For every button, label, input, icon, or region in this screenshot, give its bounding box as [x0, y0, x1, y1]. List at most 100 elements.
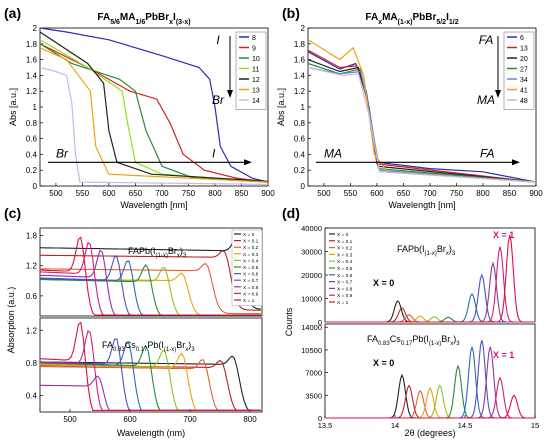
annotation-vertical-arrowhead: [227, 90, 233, 98]
series-line-34: [307, 66, 537, 183]
subplot-label-part: Br: [176, 340, 185, 350]
y-tick-label: 1.4: [26, 71, 38, 80]
peak-line: [325, 246, 535, 323]
subplot-label-part: 3: [191, 347, 195, 353]
title-part: PbBr: [412, 12, 436, 23]
x-tick-label: 550: [76, 189, 90, 198]
panel-label-c: (c): [4, 205, 21, 221]
subplot-label-part: FA: [102, 340, 113, 350]
title-part: PbBr: [145, 12, 169, 23]
subplot-label-part: Cs: [125, 340, 136, 350]
annotation-top: FA: [479, 33, 493, 47]
subplot-label-part: FAPb(I: [397, 244, 425, 254]
subplot-label-part: x: [185, 347, 188, 353]
x-tick-label: 500: [49, 189, 63, 198]
subplot-label: FAPb(I(1-x)Brx)3: [397, 244, 456, 257]
x-tick-label: 700: [155, 189, 169, 198]
x-tick-label: 13.5: [318, 421, 333, 430]
title-part: x: [169, 19, 173, 26]
legend-label: X = 0.8: [337, 286, 353, 292]
legend-box: [235, 31, 267, 110]
x-tick-label: 650: [397, 189, 411, 198]
subplot-label-part: Pb(I: [412, 334, 429, 344]
legend-label-13: 13: [252, 88, 260, 95]
subplot-label-part: 0.17: [136, 347, 148, 353]
series-line-27: [307, 62, 537, 183]
legend-label-13: 13: [520, 46, 528, 53]
chart-title: FA5/6MA1/6PbBrxI(3-x): [97, 12, 190, 26]
subplot-label-part: (1-x): [425, 251, 437, 257]
series-line: [39, 267, 261, 316]
legend-label: X = 1: [337, 300, 349, 306]
y-tick-label: 1: [301, 103, 306, 112]
legend-label-9: 9: [252, 46, 256, 53]
y-tick-label: 20000: [301, 271, 322, 280]
x-axis-title: 2θ (degrees): [404, 428, 455, 438]
legend-box: [503, 31, 535, 110]
y-tick-label: 2: [301, 24, 306, 33]
subplot-label-part: 3: [183, 253, 187, 259]
x-tick-label: 650: [129, 189, 143, 198]
legend-label-8: 8: [252, 35, 256, 42]
x-tick-label: 850: [503, 189, 517, 198]
series-line-11: [39, 39, 269, 183]
y-tick-label: 1.8: [26, 232, 38, 241]
x-tick-label: 700: [183, 415, 197, 424]
legend-label: X = 0.7: [337, 280, 353, 286]
series-line: [40, 350, 261, 411]
title-part: FA: [97, 12, 110, 23]
series-line-12: [39, 31, 269, 182]
chart-title: FAxMA(1-x)PbBr5/2I1/2: [365, 12, 458, 26]
legend-label: X = 0.8: [243, 285, 259, 291]
y-tick-label: 0.6: [26, 292, 38, 301]
x-tick-label: 750: [182, 189, 196, 198]
annotation-x1: X = 1: [493, 230, 514, 240]
subplot-label-part: ): [180, 246, 183, 256]
y-tick-label: 0.4: [26, 392, 38, 401]
y-axis-title: Abs [a.u.]: [8, 88, 18, 126]
y-tick-label: 0: [318, 318, 322, 327]
series-line: [39, 263, 261, 316]
y-tick-label: 30000: [301, 248, 322, 257]
legend-label-6: 6: [520, 35, 524, 42]
legend-label: X = 0.6: [243, 272, 259, 278]
y-tick-label: 7000: [305, 369, 322, 378]
x-tick-label: 800: [208, 189, 222, 198]
subplot-label-part: x: [446, 251, 449, 257]
x-tick-label: 850: [235, 189, 249, 198]
peak-line: [325, 376, 535, 419]
title-part: MA: [382, 12, 398, 23]
legend-label: X = 0.4: [243, 258, 259, 264]
legend-label: X = 0.2: [243, 245, 259, 251]
annotation-x0: X = 0: [373, 358, 394, 368]
subplot-label-part: Cs: [390, 334, 401, 344]
legend-label: X = 0.3: [337, 252, 353, 258]
legend-label: X = 0.6: [337, 273, 353, 279]
legend-label-20: 20: [520, 56, 528, 63]
subplot-label-part: (1-x): [156, 253, 168, 259]
y-tick-label: 3500: [305, 391, 322, 400]
y-tick-label: 2: [33, 24, 38, 33]
x-tick-label: 15: [531, 421, 539, 430]
x-axis-title: Wavelength (nm): [117, 428, 185, 438]
legend-label: X = 0.9: [337, 293, 353, 299]
subplot-label-part: x: [177, 253, 180, 259]
x-tick-label: 900: [529, 189, 543, 198]
series-line-8: [39, 27, 269, 183]
legend-label-11: 11: [252, 67, 259, 74]
title-part: FA: [365, 12, 378, 23]
subplot-label-part: Br: [437, 244, 446, 254]
title-part: 1/6: [135, 19, 145, 26]
subplot-label: FAPb(I(1-x)Brx)3: [128, 246, 187, 259]
peak-line: [325, 234, 535, 323]
legend-label-14: 14: [252, 98, 260, 105]
title-part: I: [173, 12, 176, 23]
annotation-bottom: Br: [212, 93, 225, 107]
annotation-arrow-right: I: [212, 146, 216, 160]
y-tick-label: 0.4: [294, 150, 306, 159]
x-tick-label: 800: [476, 189, 490, 198]
y-tick-label: 0: [301, 182, 306, 191]
annotation-horizontal-arrowhead: [244, 159, 252, 166]
